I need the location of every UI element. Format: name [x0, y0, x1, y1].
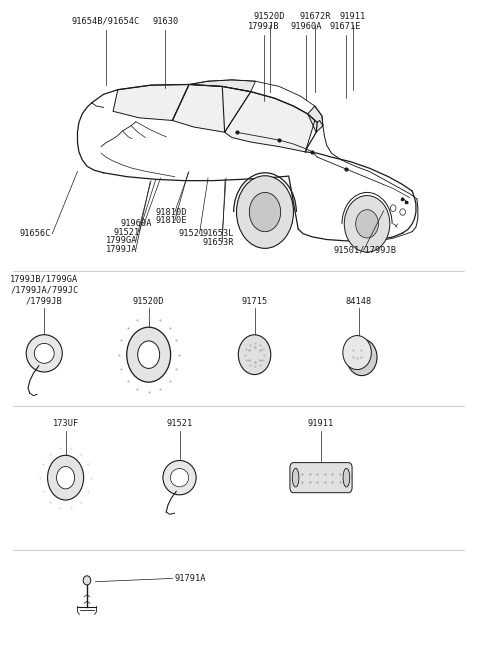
Text: 91911: 91911: [340, 12, 366, 21]
Text: 91501/1799JB: 91501/1799JB: [334, 246, 397, 254]
Ellipse shape: [35, 344, 54, 363]
Polygon shape: [172, 85, 251, 132]
Ellipse shape: [237, 175, 293, 248]
Ellipse shape: [170, 468, 189, 487]
Polygon shape: [113, 85, 189, 120]
Ellipse shape: [390, 205, 396, 212]
Ellipse shape: [57, 466, 74, 489]
Text: 91653R: 91653R: [203, 238, 234, 246]
Text: 91520D: 91520D: [133, 296, 165, 306]
Ellipse shape: [400, 209, 406, 215]
Ellipse shape: [26, 334, 62, 372]
Text: 1799GA: 1799GA: [106, 237, 137, 245]
Text: 91911: 91911: [308, 419, 334, 428]
Text: 91521: 91521: [113, 228, 139, 237]
Ellipse shape: [343, 336, 372, 370]
Ellipse shape: [163, 461, 196, 495]
Text: 91810D: 91810D: [156, 208, 187, 217]
Text: 91960A: 91960A: [290, 22, 322, 32]
Text: 91960A: 91960A: [120, 219, 152, 229]
Text: 1799JB/1799GA
/1799JA/799JC
/1799JB: 1799JB/1799GA /1799JA/799JC /1799JB: [10, 275, 78, 306]
Text: 84148: 84148: [346, 296, 372, 306]
Text: 91630: 91630: [152, 16, 179, 26]
Text: 91671E: 91671E: [330, 22, 361, 32]
Ellipse shape: [343, 468, 350, 487]
Ellipse shape: [344, 196, 390, 252]
Text: 91810E: 91810E: [156, 216, 187, 225]
Text: 91654B/91654C: 91654B/91654C: [72, 16, 140, 26]
Text: 1799JB: 1799JB: [248, 22, 280, 32]
Text: 91521: 91521: [179, 229, 205, 238]
Polygon shape: [308, 106, 323, 132]
Text: 91791A: 91791A: [175, 574, 206, 583]
Ellipse shape: [292, 468, 299, 487]
Text: 91653L: 91653L: [203, 229, 234, 238]
Ellipse shape: [238, 335, 271, 374]
Text: 1799JA: 1799JA: [106, 245, 137, 254]
Ellipse shape: [48, 455, 84, 500]
Text: 91521: 91521: [167, 419, 192, 428]
Polygon shape: [225, 92, 315, 152]
Text: 91520D: 91520D: [254, 12, 286, 21]
Ellipse shape: [83, 576, 91, 585]
Ellipse shape: [249, 193, 281, 232]
Text: 91656C: 91656C: [20, 229, 51, 238]
Polygon shape: [189, 80, 255, 92]
Ellipse shape: [138, 341, 160, 369]
Ellipse shape: [127, 327, 170, 382]
FancyBboxPatch shape: [290, 463, 352, 493]
Ellipse shape: [347, 339, 377, 376]
Text: 91672R: 91672R: [299, 12, 331, 21]
Text: 173UF: 173UF: [52, 419, 79, 428]
Text: 91715: 91715: [241, 296, 268, 306]
Ellipse shape: [356, 210, 378, 238]
